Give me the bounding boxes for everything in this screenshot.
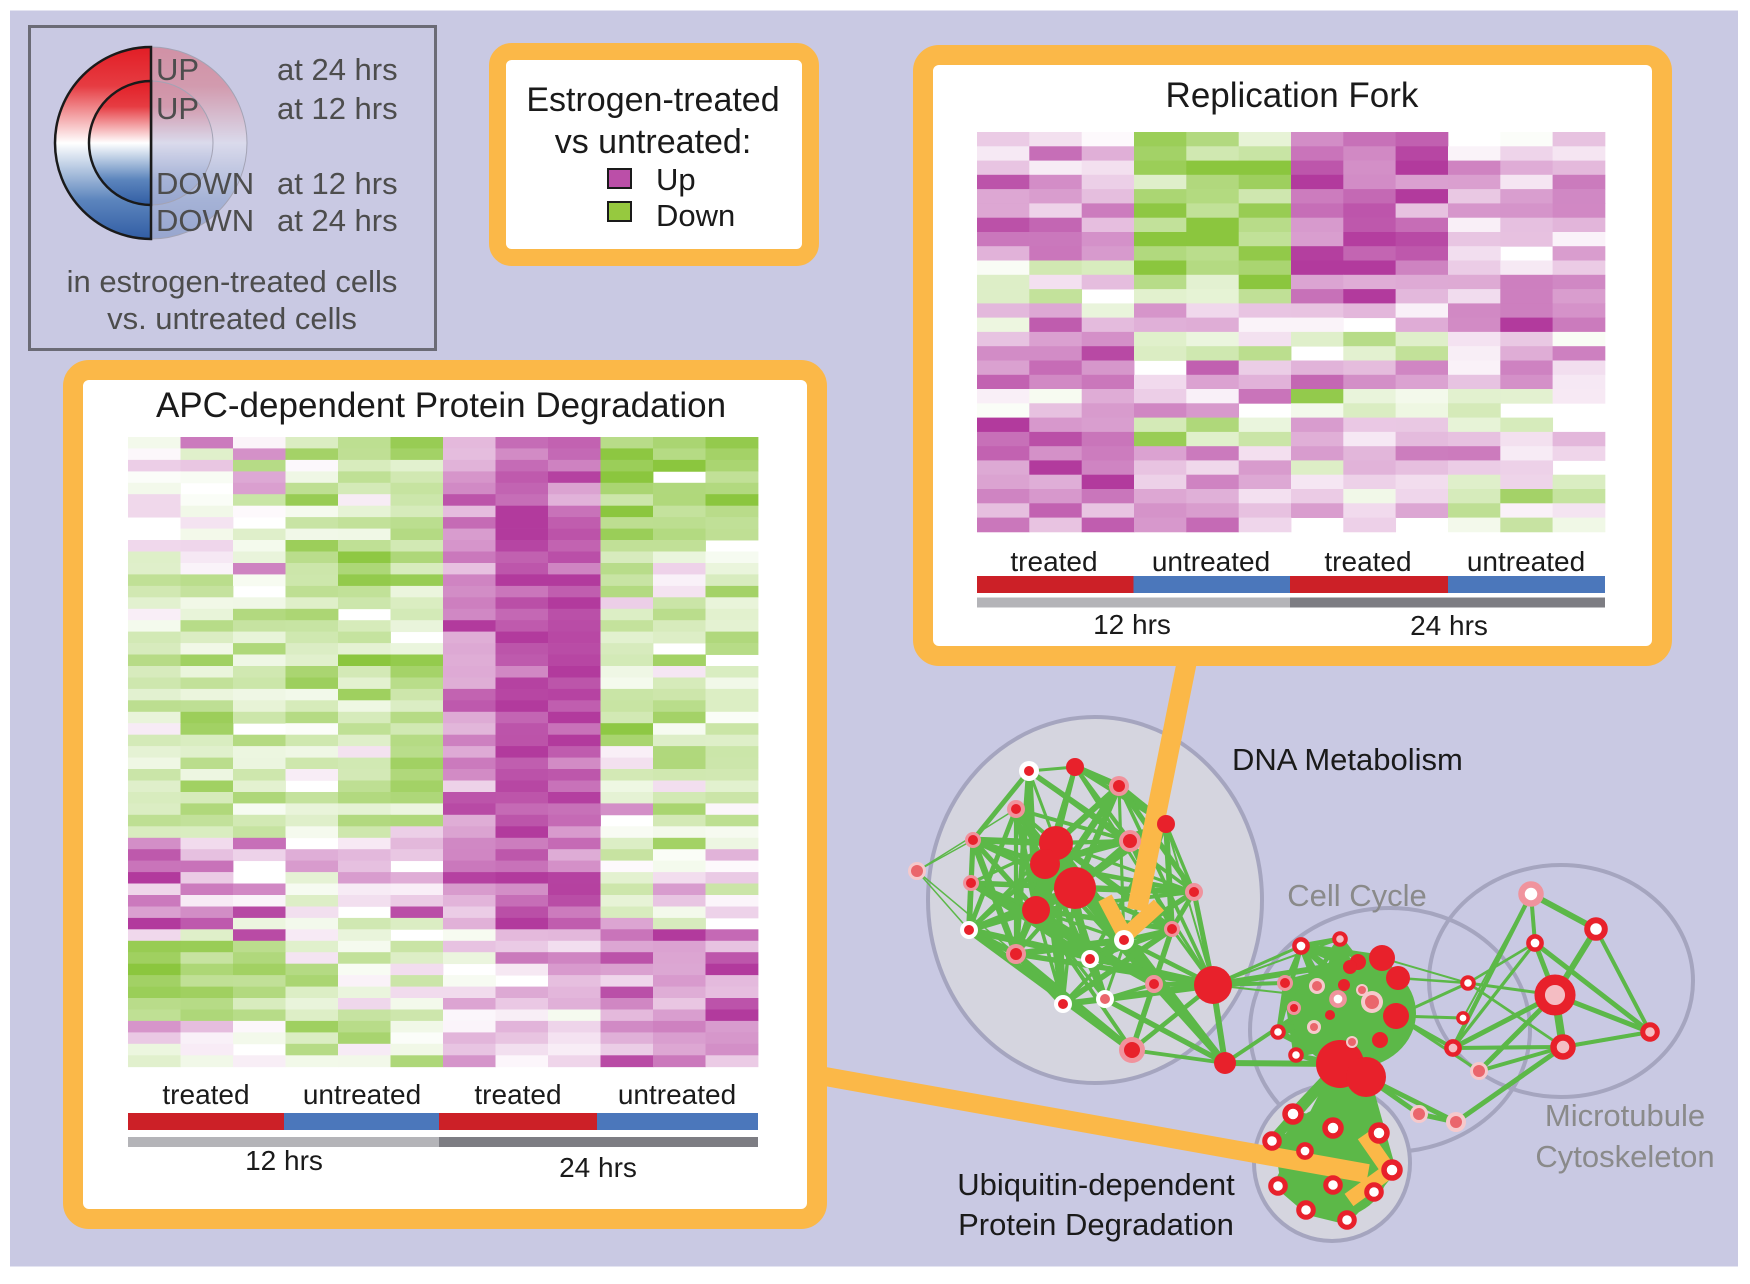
svg-text:12 hrs: 12 hrs	[245, 1145, 323, 1176]
svg-text:Down: Down	[656, 198, 735, 233]
svg-text:DOWN: DOWN	[156, 166, 254, 201]
svg-text:APC-dependent Protein Degradat: APC-dependent Protein Degradation	[156, 386, 726, 425]
svg-text:Up: Up	[656, 162, 696, 197]
svg-text:untreated: untreated	[1152, 546, 1270, 577]
svg-text:Cell Cycle: Cell Cycle	[1287, 878, 1427, 913]
svg-text:treated: treated	[474, 1079, 561, 1110]
svg-text:Estrogen-treated: Estrogen-treated	[526, 81, 779, 119]
svg-text:12 hrs: 12 hrs	[1093, 609, 1171, 640]
svg-text:UP: UP	[156, 52, 199, 87]
svg-text:vs. untreated cells: vs. untreated cells	[107, 301, 357, 336]
svg-text:DOWN: DOWN	[156, 203, 254, 238]
svg-text:untreated: untreated	[618, 1079, 736, 1110]
svg-text:treated: treated	[1324, 546, 1411, 577]
svg-text:Replication Fork: Replication Fork	[1166, 76, 1419, 115]
svg-text:Cytoskeleton: Cytoskeleton	[1535, 1139, 1714, 1174]
svg-text:treated: treated	[162, 1079, 249, 1110]
svg-text:DNA Metabolism: DNA Metabolism	[1232, 742, 1463, 777]
svg-text:at 12 hrs: at 12 hrs	[277, 91, 398, 126]
svg-text:Ubiquitin-dependent: Ubiquitin-dependent	[957, 1167, 1235, 1202]
svg-text:Microtubule: Microtubule	[1545, 1098, 1705, 1133]
svg-text:vs untreated:: vs untreated:	[555, 123, 752, 161]
svg-text:treated: treated	[1010, 546, 1097, 577]
svg-text:untreated: untreated	[303, 1079, 421, 1110]
svg-text:24 hrs: 24 hrs	[1410, 610, 1488, 641]
svg-text:in estrogen-treated cells: in estrogen-treated cells	[67, 264, 398, 299]
svg-text:at 24 hrs: at 24 hrs	[277, 52, 398, 87]
svg-text:untreated: untreated	[1467, 546, 1585, 577]
svg-text:at 12 hrs: at 12 hrs	[277, 166, 398, 201]
svg-text:Protein Degradation: Protein Degradation	[958, 1207, 1234, 1242]
svg-text:UP: UP	[156, 91, 199, 126]
svg-text:24 hrs: 24 hrs	[559, 1152, 637, 1183]
svg-text:at 24 hrs: at 24 hrs	[277, 203, 398, 238]
